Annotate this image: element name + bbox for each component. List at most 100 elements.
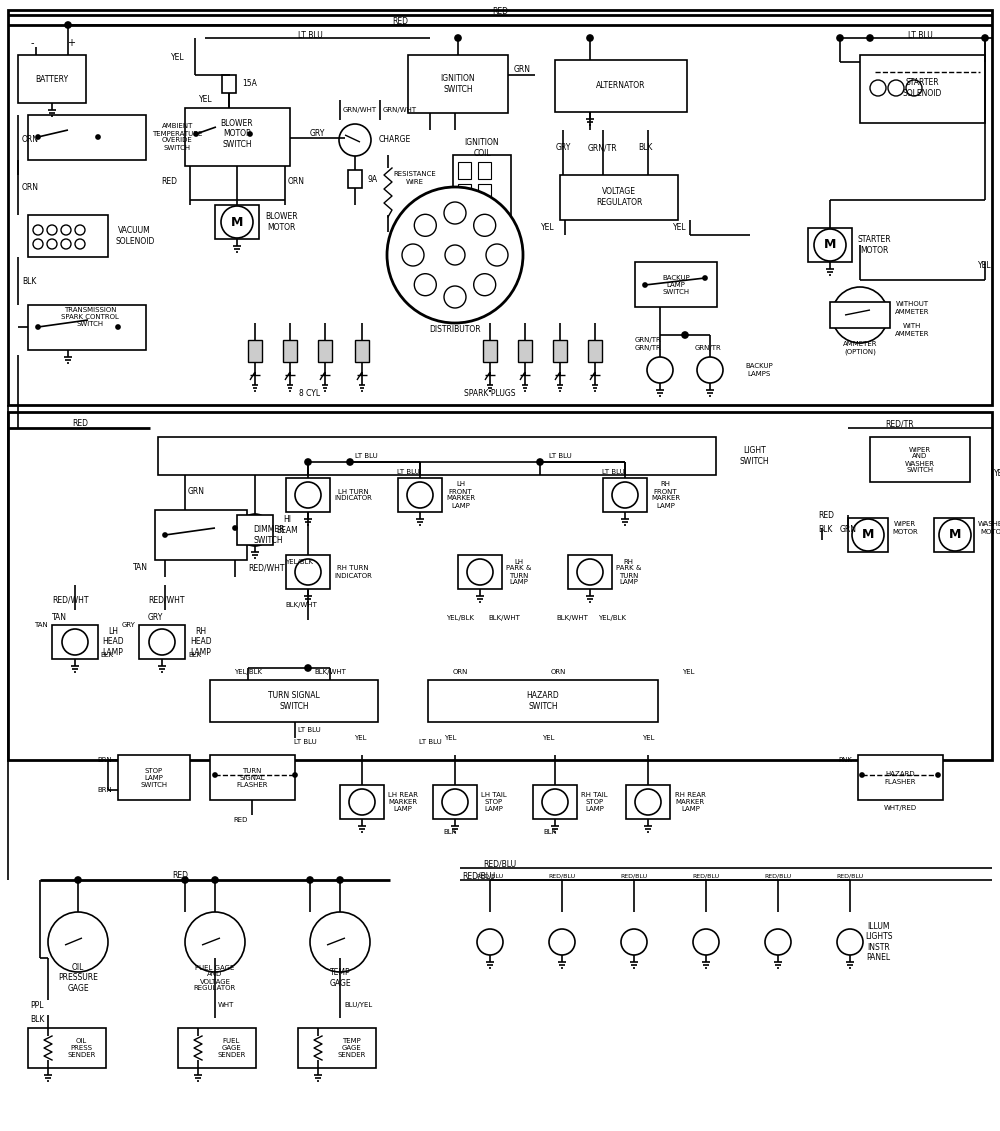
Text: TEMP
GAGE: TEMP GAGE xyxy=(329,968,351,987)
Text: TAN: TAN xyxy=(34,622,48,628)
Bar xyxy=(428,680,658,722)
Circle shape xyxy=(888,80,904,96)
Text: RED/TR: RED/TR xyxy=(886,420,914,429)
Text: GRY: GRY xyxy=(148,613,163,622)
Text: GRN: GRN xyxy=(514,66,530,75)
Text: TURN
SIGNAL
FLASHER: TURN SIGNAL FLASHER xyxy=(236,768,268,788)
Text: GRN/WHT: GRN/WHT xyxy=(383,107,417,113)
Circle shape xyxy=(445,245,465,265)
Text: LT BLU: LT BLU xyxy=(355,454,378,459)
Bar xyxy=(178,1028,256,1068)
Bar xyxy=(398,478,442,512)
Bar xyxy=(518,340,532,362)
Text: GRN/TR: GRN/TR xyxy=(635,345,662,351)
Text: HI
BEAM: HI BEAM xyxy=(276,516,298,535)
Text: M: M xyxy=(231,216,243,228)
Text: BATTERY: BATTERY xyxy=(35,75,69,84)
Text: GRN/WHT: GRN/WHT xyxy=(343,107,377,113)
Text: AMBIENT
TEMPERATURE
OVERIDE
SWITCH: AMBIENT TEMPERATURE OVERIDE SWITCH xyxy=(152,123,202,150)
Text: BLOWER
MOTOR: BLOWER MOTOR xyxy=(265,213,298,232)
Text: BLU/YEL: BLU/YEL xyxy=(344,1002,372,1008)
Bar xyxy=(286,555,330,589)
Bar xyxy=(18,55,86,103)
Bar xyxy=(139,625,185,659)
Text: BACKUP
LAMP
SWITCH: BACKUP LAMP SWITCH xyxy=(662,275,690,295)
Circle shape xyxy=(75,877,81,883)
Bar xyxy=(568,555,612,589)
Circle shape xyxy=(467,559,493,585)
Circle shape xyxy=(75,225,85,235)
Text: ILLUM
LIGHTS
INSTR
PANEL: ILLUM LIGHTS INSTR PANEL xyxy=(865,922,893,962)
Circle shape xyxy=(477,929,503,955)
Circle shape xyxy=(474,214,496,236)
Text: RESISTANCE
WIRE: RESISTANCE WIRE xyxy=(393,172,436,184)
Circle shape xyxy=(542,789,568,815)
Bar xyxy=(458,206,471,223)
Circle shape xyxy=(414,214,436,236)
Circle shape xyxy=(444,286,466,308)
Circle shape xyxy=(295,559,321,585)
Circle shape xyxy=(982,35,988,41)
Text: YEL: YEL xyxy=(682,670,694,675)
Bar xyxy=(870,437,970,482)
Text: RED: RED xyxy=(172,872,188,881)
Text: TEMP
GAGE
SENDER: TEMP GAGE SENDER xyxy=(337,1038,365,1057)
Text: RH TAIL
STOP
LAMP: RH TAIL STOP LAMP xyxy=(581,792,608,812)
Circle shape xyxy=(305,665,311,671)
Circle shape xyxy=(36,325,40,329)
Bar xyxy=(858,756,943,800)
Text: LT BLU: LT BLU xyxy=(294,739,316,745)
Circle shape xyxy=(33,239,43,249)
Text: LIGHT
SWITCH: LIGHT SWITCH xyxy=(740,447,770,466)
Circle shape xyxy=(212,877,218,883)
Bar xyxy=(8,10,992,405)
Circle shape xyxy=(347,459,353,465)
Bar xyxy=(478,184,491,201)
Text: WIPER
MOTOR: WIPER MOTOR xyxy=(892,521,918,535)
Text: LH
HEAD
LAMP: LH HEAD LAMP xyxy=(102,627,124,657)
Circle shape xyxy=(407,482,433,508)
Text: WHT: WHT xyxy=(218,1002,234,1008)
Circle shape xyxy=(455,35,461,41)
Circle shape xyxy=(96,135,100,139)
Bar xyxy=(408,55,508,113)
Circle shape xyxy=(587,35,593,41)
Text: RED/BLU: RED/BLU xyxy=(476,873,504,879)
Circle shape xyxy=(837,929,863,955)
Text: YEL: YEL xyxy=(541,224,555,233)
Bar xyxy=(458,184,471,201)
Bar xyxy=(340,785,384,819)
Bar xyxy=(298,1028,376,1068)
Bar xyxy=(934,518,974,552)
Text: RED: RED xyxy=(392,17,408,26)
Text: YEL: YEL xyxy=(673,224,687,233)
Text: M: M xyxy=(824,239,836,251)
Circle shape xyxy=(75,239,85,249)
Text: LH TURN
INDICATOR: LH TURN INDICATOR xyxy=(334,489,372,501)
Text: LT BLU: LT BLU xyxy=(602,469,624,475)
Circle shape xyxy=(47,239,57,249)
Bar xyxy=(830,302,890,328)
Text: WITH
AMMETER: WITH AMMETER xyxy=(895,323,930,337)
Text: PPL: PPL xyxy=(30,1001,44,1010)
Text: RH
HEAD
LAMP: RH HEAD LAMP xyxy=(190,627,212,657)
Text: RH TURN
INDICATOR: RH TURN INDICATOR xyxy=(334,566,372,578)
Bar xyxy=(458,555,502,589)
Text: LH
PARK &
TURN
LAMP: LH PARK & TURN LAMP xyxy=(506,559,531,586)
Text: YEL: YEL xyxy=(354,735,366,741)
Circle shape xyxy=(62,629,88,655)
Text: YEL/BLK: YEL/BLK xyxy=(598,615,626,621)
Circle shape xyxy=(307,877,313,883)
Circle shape xyxy=(444,202,466,224)
Circle shape xyxy=(682,333,688,338)
Text: IGNITION
SWITCH: IGNITION SWITCH xyxy=(441,75,475,94)
Text: BLK: BLK xyxy=(188,651,201,658)
Text: BRN: BRN xyxy=(97,787,112,793)
Text: DISTRIBUTOR: DISTRIBUTOR xyxy=(429,326,481,335)
Text: STARTER
MOTOR: STARTER MOTOR xyxy=(858,235,892,254)
Circle shape xyxy=(221,206,253,238)
Text: BLK: BLK xyxy=(30,1016,44,1025)
Text: RED/WHT: RED/WHT xyxy=(248,563,285,572)
Text: LT BLU: LT BLU xyxy=(298,31,322,40)
Circle shape xyxy=(852,519,884,551)
